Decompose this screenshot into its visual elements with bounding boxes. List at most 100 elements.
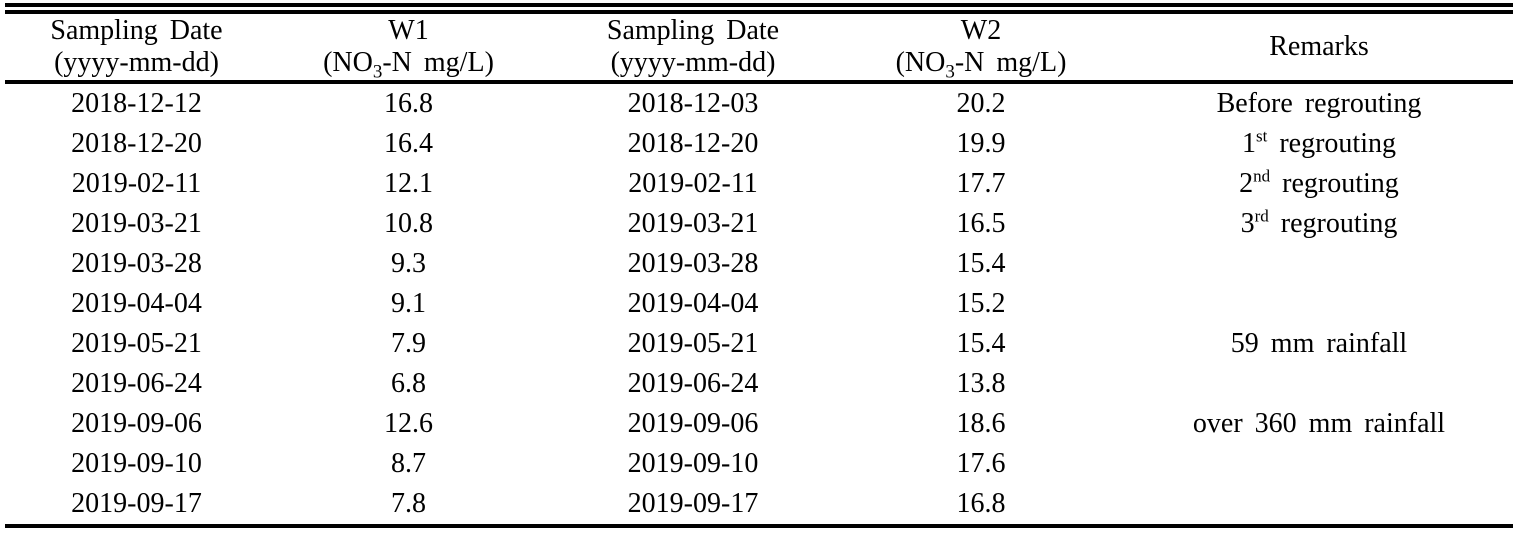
cell-remark: 2nd regrouting [1125, 164, 1513, 204]
cell-w1-value: 10.8 [384, 208, 433, 239]
header-title: Sampling Date [606, 15, 780, 46]
table-body: 2018-12-12 16.8 2018-12-03 20.2 Before r… [5, 82, 1513, 526]
cell-w2-date: 2019-03-28 [627, 248, 759, 279]
cell-w1-value: 8.7 [391, 448, 426, 479]
remark-text-rest: regrouting [1270, 168, 1399, 199]
sampling-data-table: Sampling Date (yyyy-mm-dd) W1 (NO3-N mg/L)… [5, 3, 1513, 528]
cell-remark: 1st regrouting [1125, 124, 1513, 164]
unit-text: (NO [323, 47, 373, 78]
cell-w2-date: 2019-09-10 [627, 448, 759, 479]
table-row: 2019-02-11 12.1 2019-02-11 17.7 2nd regr… [5, 164, 1513, 204]
table-row: 2018-12-20 16.4 2018-12-20 19.9 1st regr… [5, 124, 1513, 164]
remark-ordinal-suffix: st [1256, 126, 1268, 146]
table-row: 2019-03-21 10.8 2019-03-21 16.5 3rd regr… [5, 204, 1513, 244]
remark-text: 2 [1239, 168, 1254, 199]
cell-w2-value: 13.8 [956, 368, 1006, 399]
header-title: Sampling Date [50, 15, 223, 46]
cell-w1-value: 12.6 [384, 408, 433, 439]
cell-w2-value: 15.4 [956, 328, 1006, 359]
cell-remark: Before regrouting [1125, 82, 1513, 124]
cell-w2-date: 2019-04-04 [627, 288, 759, 319]
table-row: 2019-09-10 8.7 2019-09-10 17.6 [5, 444, 1513, 484]
header-title: W2 [960, 15, 1002, 46]
remark-text: 1 [1242, 128, 1256, 159]
cell-w2-date: 2019-02-11 [628, 168, 758, 199]
cell-w1-date: 2018-12-20 [71, 128, 202, 159]
table-header: Sampling Date (yyyy-mm-dd) W1 (NO3-N mg/L)… [5, 8, 1513, 84]
remark-ordinal-suffix: rd [1254, 206, 1269, 226]
cell-remark [1125, 444, 1513, 484]
cell-w1-date: 2019-06-24 [71, 368, 202, 399]
remark-text: 3 [1240, 208, 1255, 239]
header-title: W1 [388, 15, 429, 46]
remark-text-rest: regrouting [1268, 208, 1398, 239]
header-unit: (NO3-N mg/L) [268, 47, 549, 82]
header-remarks: Remarks [1125, 8, 1513, 84]
cell-w2-date: 2019-09-06 [627, 408, 759, 439]
table-row: 2019-04-04 9.1 2019-04-04 15.2 [5, 284, 1513, 324]
cell-w2-date: 2019-06-24 [627, 368, 759, 399]
cell-w1-value: 7.9 [391, 328, 426, 359]
remark-text: over 360 mm rainfall [1192, 408, 1446, 439]
cell-w2-value: 18.6 [956, 408, 1006, 439]
cell-remark [1125, 244, 1513, 284]
cell-remark [1125, 284, 1513, 324]
cell-w1-date: 2019-05-21 [71, 328, 202, 359]
cell-w2-date: 2019-05-21 [627, 328, 759, 359]
cell-w2-date: 2019-09-17 [627, 488, 759, 519]
cell-w2-date: 2018-12-20 [627, 128, 759, 159]
cell-w2-value: 17.6 [956, 448, 1006, 479]
header-row: Sampling Date (yyyy-mm-dd) W1 (NO3-N mg/L)… [5, 8, 1513, 84]
cell-w2-value: 15.4 [956, 248, 1006, 279]
table-row: 2019-09-17 7.8 2019-09-17 16.8 [5, 484, 1513, 526]
cell-w1-value: 6.8 [391, 368, 426, 399]
cell-w1-date: 2019-02-11 [71, 168, 202, 199]
table-row: 2019-06-24 6.8 2019-06-24 13.8 [5, 364, 1513, 404]
cell-w1-date: 2019-03-28 [71, 248, 202, 279]
cell-w1-value: 9.1 [391, 288, 426, 319]
cell-w2-value: 20.2 [956, 88, 1006, 119]
cell-w2-value: 17.7 [956, 168, 1006, 199]
cell-w1-date: 2019-04-04 [71, 288, 202, 319]
unit-subscript: 3 [372, 61, 383, 83]
header-subtitle: (yyyy-mm-dd) [54, 47, 219, 78]
cell-remark [1125, 484, 1513, 526]
cell-w1-value: 9.3 [391, 248, 426, 279]
table-row: 2018-12-12 16.8 2018-12-03 20.2 Before r… [5, 82, 1513, 124]
table-row: 2019-05-21 7.9 2019-05-21 15.4 59 mm rai… [5, 324, 1513, 364]
unit-text: (NO [895, 47, 946, 78]
cell-w2-value: 16.5 [956, 208, 1006, 239]
remark-text: 59 mm rainfall [1230, 328, 1408, 359]
cell-w1-value: 16.4 [384, 128, 433, 159]
header-w2: W2 (NO3-N mg/L) [837, 8, 1125, 84]
header-sampling-date-w1: Sampling Date (yyyy-mm-dd) [5, 8, 268, 84]
cell-w1-value: 16.8 [384, 88, 433, 119]
cell-w2-value: 15.2 [956, 288, 1006, 319]
cell-w1-date: 2019-09-06 [71, 408, 202, 439]
unit-subscript: 3 [945, 61, 955, 83]
cell-w1-date: 2019-03-21 [71, 208, 202, 239]
header-unit: (NO3-N mg/L) [837, 47, 1125, 82]
table-row: 2019-03-28 9.3 2019-03-28 15.4 [5, 244, 1513, 284]
cell-remark: over 360 mm rainfall [1125, 404, 1513, 444]
cell-w1-date: 2019-09-17 [71, 488, 202, 519]
cell-w1-date: 2019-09-10 [71, 448, 202, 479]
cell-w1-value: 7.8 [391, 488, 426, 519]
header-w1: W1 (NO3-N mg/L) [268, 8, 549, 84]
cell-w2-value: 19.9 [956, 128, 1006, 159]
table-row: 2019-09-06 12.6 2019-09-06 18.6 over 360… [5, 404, 1513, 444]
remark-text: Before regrouting [1216, 88, 1422, 119]
header-subtitle: (yyyy-mm-dd) [610, 47, 776, 78]
cell-w2-date: 2018-12-03 [627, 88, 759, 119]
unit-text-rest: -N mg/L) [954, 47, 1067, 78]
cell-remark: 59 mm rainfall [1125, 324, 1513, 364]
remark-text-rest: regrouting [1267, 128, 1396, 159]
cell-remark [1125, 364, 1513, 404]
unit-text-rest: -N mg/L) [382, 47, 494, 78]
cell-w1-value: 12.1 [384, 168, 433, 199]
header-sampling-date-w2: Sampling Date (yyyy-mm-dd) [549, 8, 837, 84]
cell-remark: 3rd regrouting [1125, 204, 1513, 244]
cell-w1-date: 2018-12-12 [71, 88, 202, 119]
remark-ordinal-suffix: nd [1253, 166, 1271, 186]
